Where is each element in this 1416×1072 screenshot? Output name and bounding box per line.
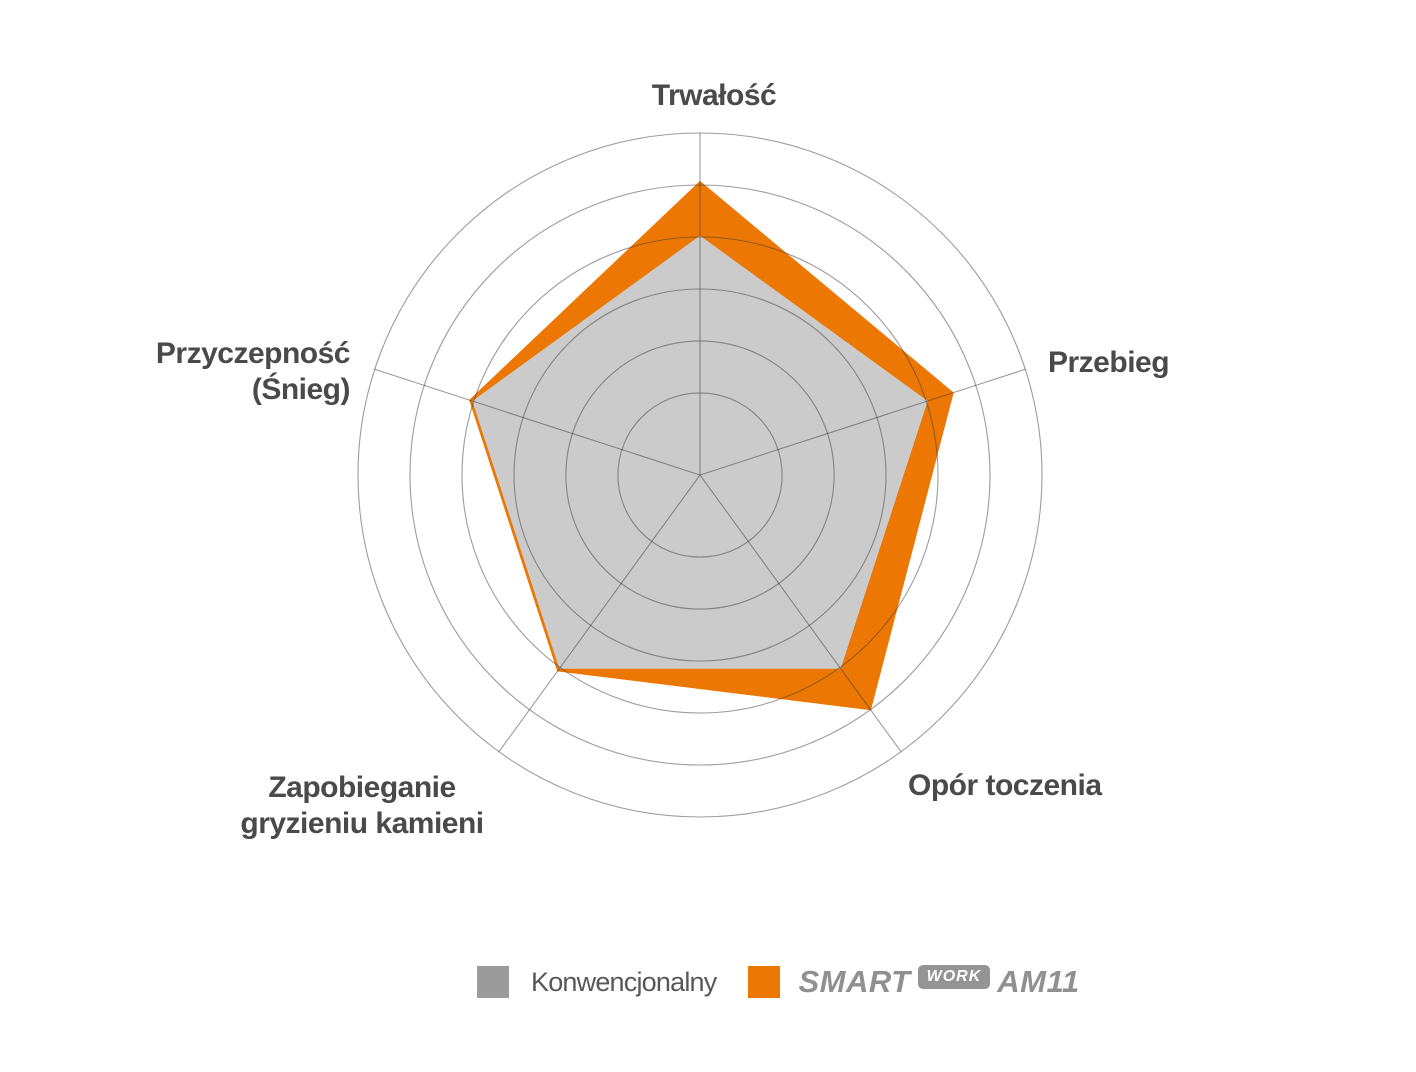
axis-label-zapobieganie-line2: gryzieniu kamieni: [240, 807, 484, 840]
grid-spoke: [699, 368, 1026, 476]
axis-label-przebieg: Przebieg: [1048, 346, 1170, 379]
axis-label-opor: Opór toczenia: [908, 769, 1102, 802]
axis-label-przyczepnosc: Przyczepność (Śnieg): [100, 336, 351, 408]
legend-label-konwencjonalny: Konwencjonalny: [531, 966, 717, 997]
axis-label-zapobieganie-line1: Zapobieganie: [268, 771, 456, 804]
chart-legend: Konwencjonalny SMART WORK AM11: [477, 964, 1080, 1000]
axis-label-przyczepnosc-line2: (Śnieg): [251, 373, 351, 406]
grid-spoke: [374, 368, 701, 476]
grid-spoke: [699, 474, 902, 753]
smartwork-am11-logo: SMART WORK AM11: [798, 964, 1079, 1000]
logo-work-badge: WORK: [917, 965, 991, 989]
axis-label-trwalosc: Trwałość: [651, 79, 777, 112]
legend-swatch-konwencjonalny: [477, 966, 509, 998]
grid-spoke: [498, 474, 701, 753]
legend-swatch-smartwork: [748, 966, 781, 998]
logo-am11-text: AM11: [997, 964, 1080, 999]
axis-label-przyczepnosc-line1: Przyczepność: [155, 337, 351, 370]
axis-label-zapobieganie: Zapobieganie gryzieniu kamieni: [202, 770, 522, 842]
logo-smart-text: SMART: [798, 964, 911, 999]
